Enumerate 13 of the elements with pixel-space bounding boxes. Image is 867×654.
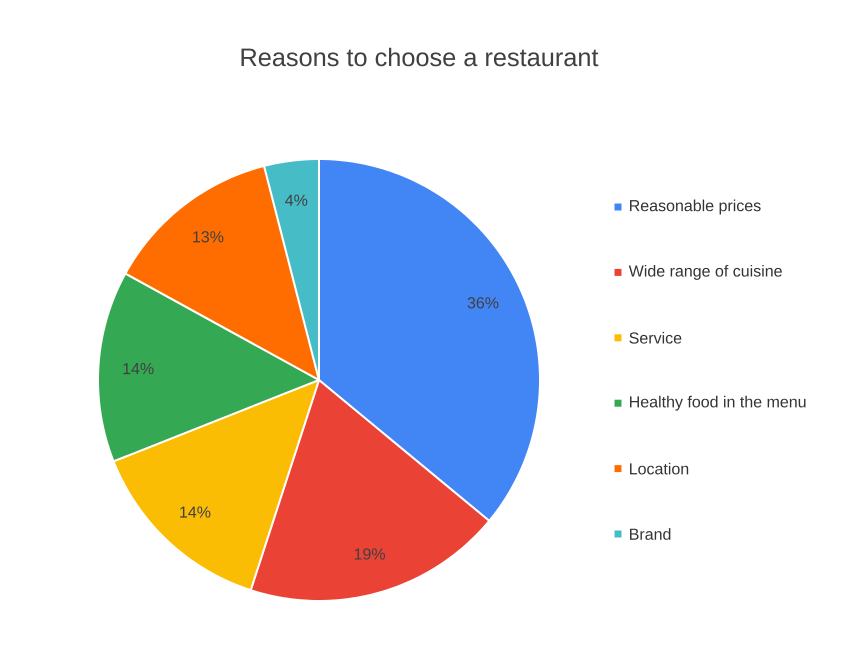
chart-title: Reasons to choose a restaurant (242, 48, 598, 66)
data-label: 4% (285, 194, 308, 206)
data-label: 19% (354, 548, 385, 560)
data-label: 36% (468, 297, 498, 308)
data-label: 14% (123, 363, 154, 374)
legend-label: Wide range of cuisine (628, 264, 782, 280)
data-label: 13% (193, 231, 224, 242)
legend-label: Brand (630, 528, 670, 540)
data-label: 14% (180, 506, 210, 518)
legend-label: Healthy food in the menu (630, 396, 806, 411)
legend-label: Reasonable prices (630, 200, 761, 214)
legend-label: Service (629, 332, 682, 344)
legend-label: Location (630, 462, 688, 474)
